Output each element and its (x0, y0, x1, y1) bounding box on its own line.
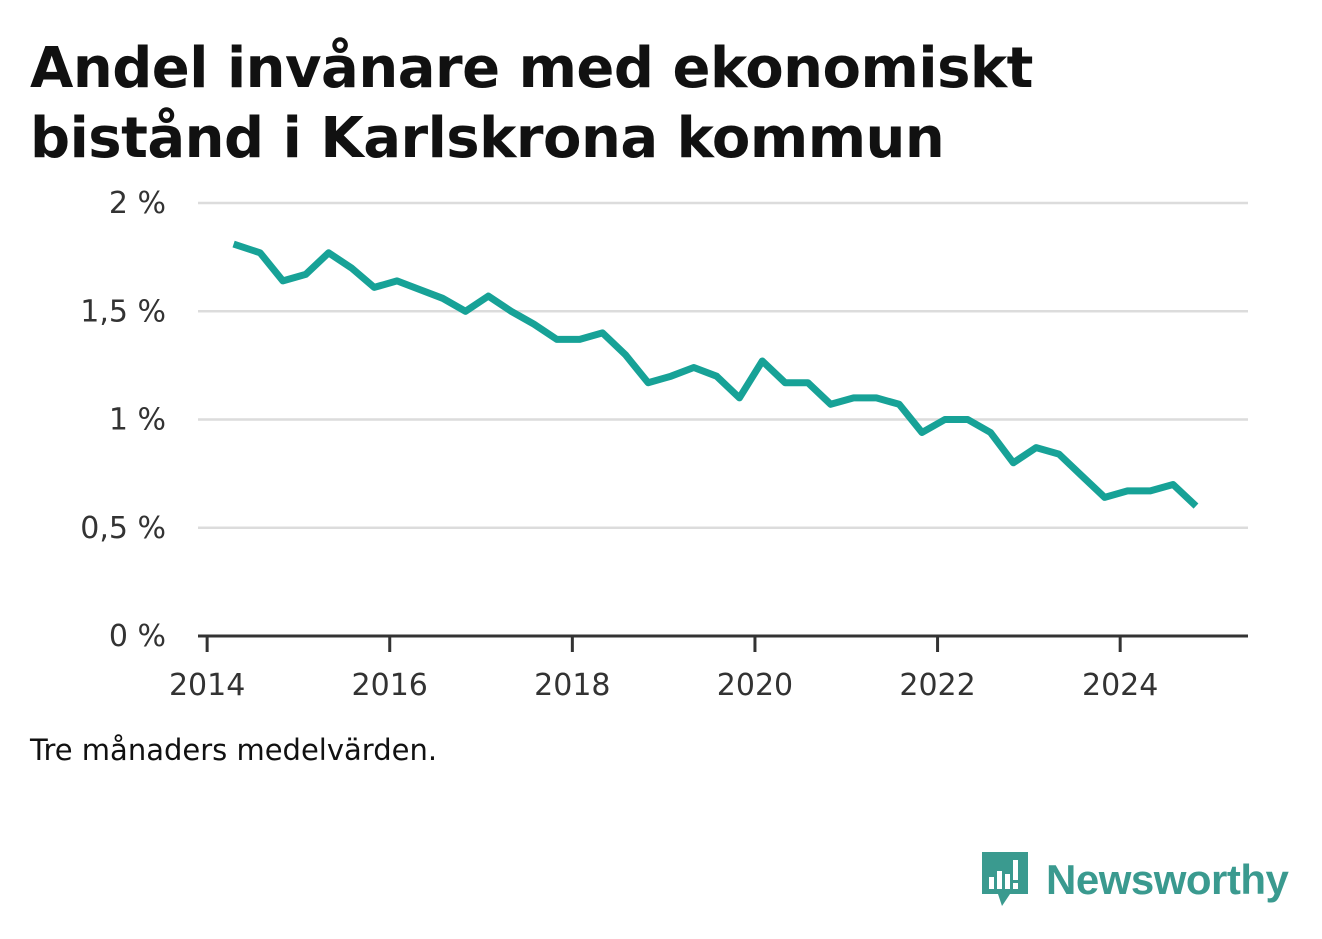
brand-name: Newsworthy (1046, 856, 1289, 903)
x-tick-label: 2018 (534, 668, 610, 703)
chart-title-line-2: bistånd i Karlskrona kommun (30, 106, 945, 171)
y-tick-label: 0 % (109, 619, 166, 654)
x-tick-label: 2014 (169, 668, 245, 703)
series (232, 240, 1199, 509)
series-line (232, 240, 1199, 509)
gridlines (198, 201, 1248, 529)
chart-note: Tre månaders medelvärden. (30, 733, 438, 767)
y-tick-label: 1 % (109, 403, 166, 438)
axes: 0 % 0,5 % 1 % 1,5 % 2 % 2014 2016 2018 2020 2022 2… (80, 186, 1248, 703)
y-tick-label: 1,5 % (80, 294, 166, 329)
y-tick-label: 2 % (109, 186, 166, 221)
x-tick-label: 2024 (1082, 668, 1158, 703)
chart-title: Andel invånare med ekonomiskt bistånd i … (30, 34, 1230, 174)
x-tick-label: 2016 (352, 668, 428, 703)
newsworthy-chart-speech-bubble-icon (982, 852, 1028, 906)
x-tick-label: 2022 (899, 668, 975, 703)
y-tick-label: 0,5 % (80, 511, 166, 546)
chart-title-line-1: Andel invånare med ekonomiskt (30, 36, 1033, 101)
brand-logo: Newsworthy (980, 850, 1289, 910)
x-tick-label: 2020 (717, 668, 793, 703)
